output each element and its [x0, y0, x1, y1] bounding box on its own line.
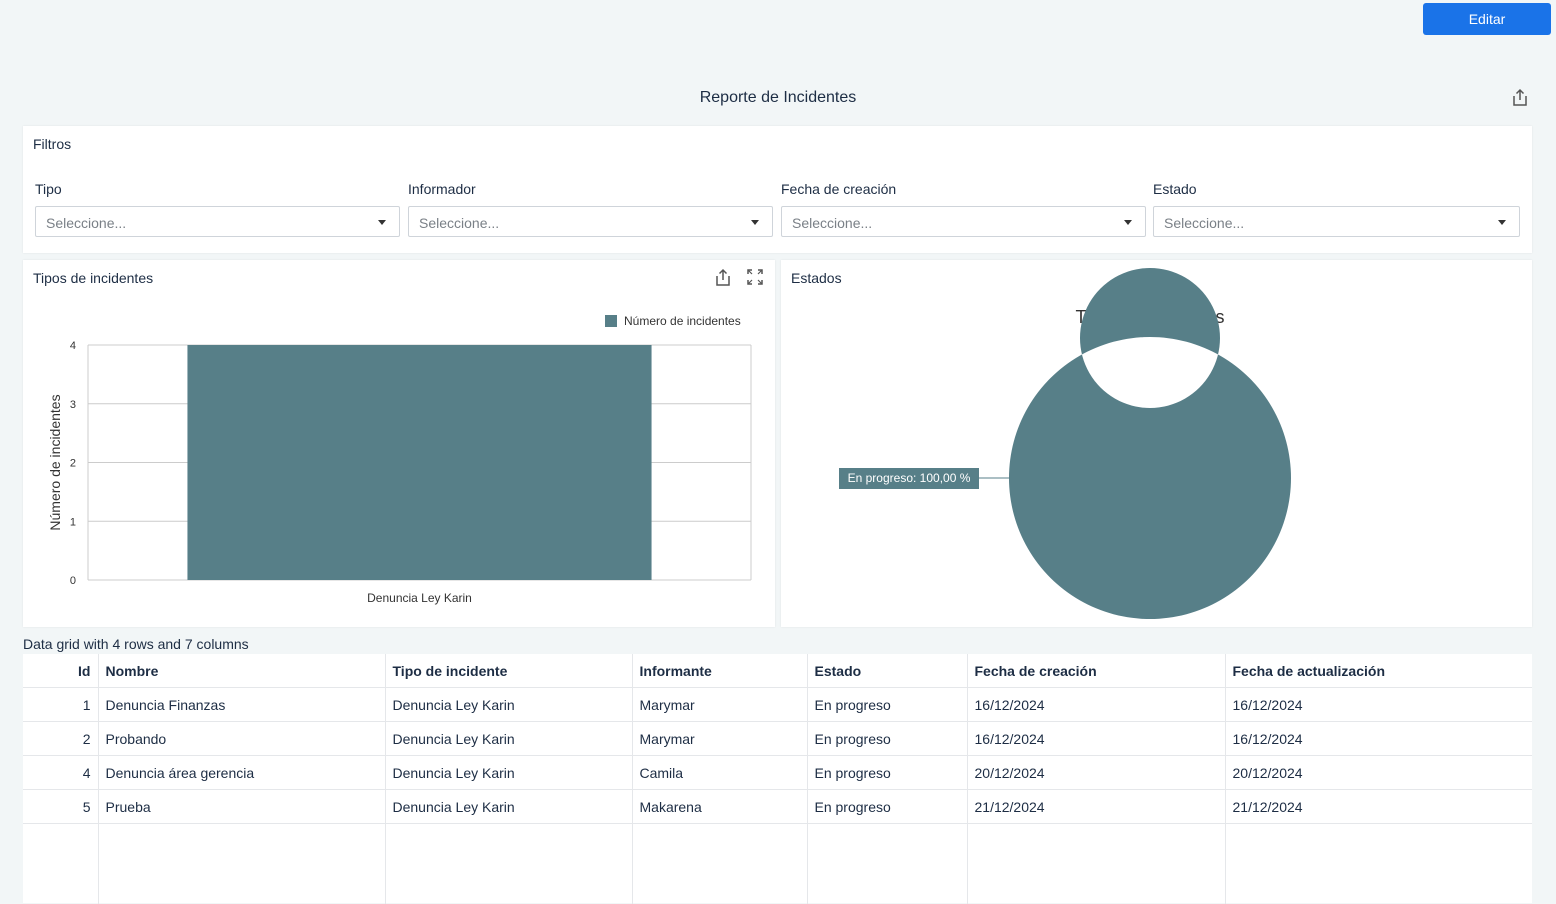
- filter-label-tipo: Tipo: [35, 181, 62, 197]
- data-grid: Id Nombre Tipo de incidente Informante E…: [23, 654, 1532, 903]
- y-tick-label: 0: [70, 575, 76, 587]
- legend-swatch: [605, 315, 617, 327]
- cell-id: 4: [23, 756, 98, 790]
- bar-chart: 0 1 2 3 4 Denuncia Ley Karin Número de inciden…: [23, 260, 775, 627]
- cell-fecha-actualizacion: 20/12/2024: [1225, 756, 1532, 790]
- bar: [187, 345, 651, 580]
- legend-label: Número de incidentes: [624, 314, 741, 328]
- tipo-select[interactable]: Seleccione...: [35, 206, 400, 237]
- y-axis-label: Número de incidentes: [47, 394, 63, 530]
- incidents-table: Id Nombre Tipo de incidente Informante E…: [23, 654, 1532, 904]
- column-header-id[interactable]: Id: [23, 654, 98, 688]
- table-row[interactable]: 5 Prueba Denuncia Ley Karin Makarena En …: [23, 790, 1532, 824]
- cell-tipo: Denuncia Ley Karin: [385, 790, 632, 824]
- cell-fecha-actualizacion: 21/12/2024: [1225, 790, 1532, 824]
- y-tick-label: 1: [70, 516, 76, 528]
- donut-chart: Total de incidentesEn progreso: 100,00 %: [781, 260, 1532, 627]
- empty-cell: [385, 824, 632, 904]
- bar-panel-title: Tipos de incidentes: [33, 270, 153, 286]
- cell-fecha-creacion: 20/12/2024: [967, 756, 1225, 790]
- cell-informante: Marymar: [632, 688, 807, 722]
- export-icon[interactable]: [1510, 88, 1530, 108]
- column-header-nombre[interactable]: Nombre: [98, 654, 385, 688]
- cell-estado: En progreso: [807, 756, 967, 790]
- y-tick-label: 4: [70, 340, 76, 352]
- empty-cell: [1225, 824, 1532, 904]
- cell-tipo: Denuncia Ley Karin: [385, 688, 632, 722]
- cell-fecha-actualizacion: 16/12/2024: [1225, 688, 1532, 722]
- empty-cell: [98, 824, 385, 904]
- cell-id: 1: [23, 688, 98, 722]
- x-tick-label: Denuncia Ley Karin: [367, 591, 472, 605]
- cell-fecha-creacion: 16/12/2024: [967, 722, 1225, 756]
- column-header-fecha-creacion[interactable]: Fecha de creación: [967, 654, 1225, 688]
- table-row[interactable]: 2 Probando Denuncia Ley Karin Marymar En…: [23, 722, 1532, 756]
- empty-cell: [967, 824, 1225, 904]
- cell-nombre: Prueba: [98, 790, 385, 824]
- donut-chart-panel: Estados Total de incidentesEn progreso: …: [781, 260, 1532, 627]
- cell-fecha-creacion: 21/12/2024: [967, 790, 1225, 824]
- donut-slice: [1009, 268, 1291, 619]
- chevron-down-icon: [1124, 220, 1132, 225]
- cell-informante: Marymar: [632, 722, 807, 756]
- filter-label-estado: Estado: [1153, 181, 1197, 197]
- fecha-creacion-select[interactable]: Seleccione...: [781, 206, 1146, 237]
- cell-informante: Makarena: [632, 790, 807, 824]
- chevron-down-icon: [1498, 220, 1506, 225]
- y-tick-label: 3: [70, 399, 76, 411]
- cell-id: 5: [23, 790, 98, 824]
- table-header-row: Id Nombre Tipo de incidente Informante E…: [23, 654, 1532, 688]
- column-header-estado[interactable]: Estado: [807, 654, 967, 688]
- cell-nombre: Probando: [98, 722, 385, 756]
- informador-select[interactable]: Seleccione...: [408, 206, 773, 237]
- filters-panel: Filtros Tipo Seleccione... Informador Se…: [23, 126, 1532, 253]
- cell-fecha-creacion: 16/12/2024: [967, 688, 1225, 722]
- cell-tipo: Denuncia Ley Karin: [385, 756, 632, 790]
- fullscreen-icon[interactable]: [746, 268, 764, 286]
- table-row[interactable]: 4 Denuncia área gerencia Denuncia Ley Ka…: [23, 756, 1532, 790]
- filters-title: Filtros: [33, 136, 71, 152]
- filter-label-informador: Informador: [408, 181, 476, 197]
- empty-cell: [807, 824, 967, 904]
- table-empty-area: [23, 824, 1532, 904]
- slice-label: En progreso: 100,00 %: [848, 471, 971, 485]
- column-header-fecha-actualizacion[interactable]: Fecha de actualización: [1225, 654, 1532, 688]
- bar-chart-panel: Tipos de incidentes 0 1 2 3 4 Denuncia Ley Ka…: [23, 260, 775, 627]
- cell-informante: Camila: [632, 756, 807, 790]
- column-header-tipo[interactable]: Tipo de incidente: [385, 654, 632, 688]
- chevron-down-icon: [378, 220, 386, 225]
- cell-tipo: Denuncia Ley Karin: [385, 722, 632, 756]
- y-tick-label: 2: [70, 458, 76, 470]
- column-header-informante[interactable]: Informante: [632, 654, 807, 688]
- page-title: Reporte de Incidentes: [0, 89, 1556, 107]
- informador-select-placeholder: Seleccione...: [419, 215, 499, 231]
- estado-select-placeholder: Seleccione...: [1164, 215, 1244, 231]
- grid-caption: Data grid with 4 rows and 7 columns: [23, 636, 249, 652]
- fecha-creacion-select-placeholder: Seleccione...: [792, 215, 872, 231]
- empty-cell: [23, 824, 98, 904]
- filter-label-fecha-creacion: Fecha de creación: [781, 181, 896, 197]
- cell-estado: En progreso: [807, 790, 967, 824]
- export-icon[interactable]: [713, 268, 733, 288]
- cell-nombre: Denuncia área gerencia: [98, 756, 385, 790]
- table-row[interactable]: 1 Denuncia Finanzas Denuncia Ley Karin M…: [23, 688, 1532, 722]
- chevron-down-icon: [751, 220, 759, 225]
- edit-button[interactable]: Editar: [1423, 3, 1551, 35]
- cell-id: 2: [23, 722, 98, 756]
- empty-cell: [632, 824, 807, 904]
- tipo-select-placeholder: Seleccione...: [46, 215, 126, 231]
- cell-fecha-actualizacion: 16/12/2024: [1225, 722, 1532, 756]
- estado-select[interactable]: Seleccione...: [1153, 206, 1520, 237]
- cell-estado: En progreso: [807, 722, 967, 756]
- cell-estado: En progreso: [807, 688, 967, 722]
- cell-nombre: Denuncia Finanzas: [98, 688, 385, 722]
